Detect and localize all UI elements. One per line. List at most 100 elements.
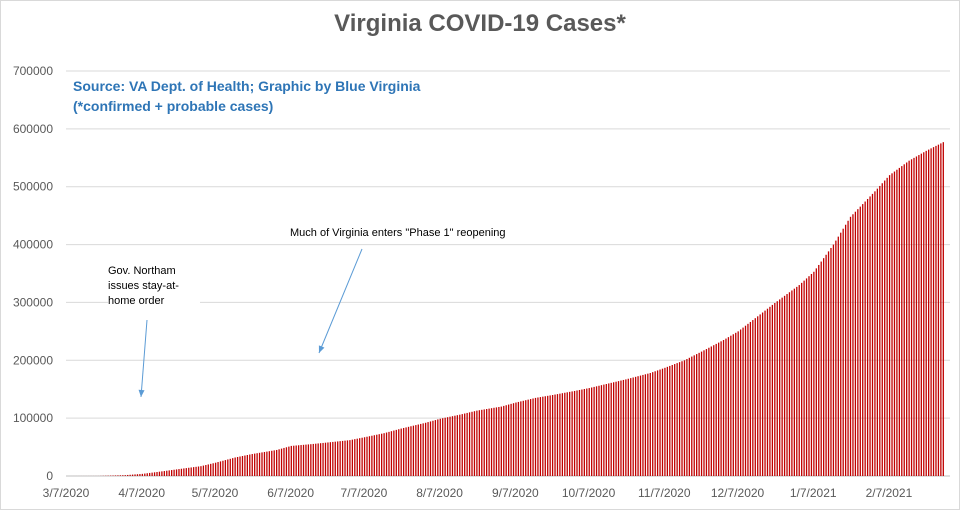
bar [339,441,341,476]
bar [197,466,200,476]
annotation-arrow-head [318,345,325,353]
bar [774,303,776,476]
bar [341,440,344,476]
bar [363,437,366,476]
bar [813,271,815,476]
bar [779,299,781,476]
bar [586,388,588,476]
bar [893,171,896,476]
x-tick-label: 10/7/2020 [562,486,616,500]
bar [693,355,695,476]
bar [730,335,732,476]
bar [703,350,705,476]
bar [185,468,187,476]
bar [490,408,493,476]
bar [205,465,207,476]
bar [854,211,857,477]
bar [583,389,585,476]
bar [461,414,463,476]
bar [251,454,253,476]
bar [390,431,393,476]
bar [815,268,817,476]
source-footnote: (*confirmed + probable cases) [73,98,274,114]
bar [415,425,417,476]
bar [190,467,192,476]
bar [405,427,407,476]
bar [158,471,161,476]
bar [559,393,561,476]
bar [664,367,666,476]
bar [464,413,466,476]
bar [178,469,180,476]
bar [473,411,476,476]
bar [432,420,434,476]
bar [503,405,505,476]
bar [918,155,920,476]
bar [219,461,222,476]
bar [544,396,546,476]
bar [537,397,539,476]
bar [605,384,607,476]
bar [129,474,131,476]
bar [766,308,769,476]
chart-title: Virginia COVID-19 Cases* [334,10,626,37]
bar [376,434,378,476]
bar [212,463,214,476]
bar [483,409,485,476]
bar [175,469,178,476]
bar [322,442,324,476]
bar [642,374,644,476]
bar [332,441,334,476]
bar [876,188,879,476]
bar [271,450,273,476]
x-tick-label: 1/7/2021 [790,486,837,500]
bar [747,323,749,476]
bar [788,292,791,476]
y-tick-label: 300000 [13,295,53,309]
bar [525,400,527,476]
bar [754,318,756,476]
bar [886,177,888,477]
bar [437,419,439,476]
bar [232,458,234,476]
bar [903,164,905,476]
bar [866,198,869,477]
bar [639,375,642,476]
bar [183,468,185,476]
bar [381,433,383,476]
bar [283,447,285,476]
annotation-arrow [318,248,363,354]
bar [239,456,241,476]
bar [727,337,730,476]
bar [385,432,388,476]
bar [456,415,459,476]
bar [862,204,864,477]
bar [486,409,488,476]
bar [771,304,774,476]
bar [383,433,385,476]
bar [407,426,410,476]
bar [400,428,402,476]
bar [417,424,419,476]
bar [928,149,930,476]
bar [207,464,209,476]
x-tick-label: 4/7/2020 [118,486,165,500]
bar [603,384,605,476]
bar [820,261,822,476]
y-tick-label: 500000 [13,180,53,194]
bar [532,398,534,476]
bar [825,254,827,476]
bar [571,391,573,476]
bar [254,453,256,476]
bar [488,408,490,476]
bar [920,153,922,476]
bar [681,361,683,476]
bar [153,472,156,476]
x-tick-label: 5/7/2020 [192,486,239,500]
bar [791,290,793,476]
bar [564,392,566,476]
bar [327,442,329,476]
bar [429,421,432,476]
bar [888,175,891,476]
bar [910,159,913,476]
